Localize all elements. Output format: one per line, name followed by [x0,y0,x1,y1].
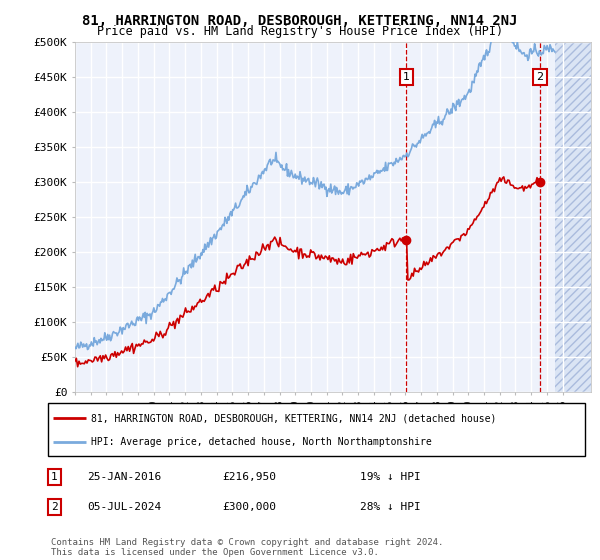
Text: 2: 2 [536,72,543,82]
Text: 05-JUL-2024: 05-JUL-2024 [87,502,161,512]
Text: HPI: Average price, detached house, North Northamptonshire: HPI: Average price, detached house, Nort… [91,436,432,446]
Text: 1: 1 [403,72,410,82]
Bar [555,42,591,392]
Text: 2: 2 [51,502,58,512]
Bar [555,42,591,392]
Text: Price paid vs. HM Land Registry's House Price Index (HPI): Price paid vs. HM Land Registry's House … [97,25,503,38]
Text: £216,950: £216,950 [222,472,276,482]
Text: 81, HARRINGTON ROAD, DESBOROUGH, KETTERING, NN14 2NJ: 81, HARRINGTON ROAD, DESBOROUGH, KETTERI… [82,14,518,28]
Text: Contains HM Land Registry data © Crown copyright and database right 2024.
This d: Contains HM Land Registry data © Crown c… [51,538,443,557]
FancyBboxPatch shape [48,403,585,456]
Text: 1: 1 [51,472,58,482]
Text: 81, HARRINGTON ROAD, DESBOROUGH, KETTERING, NN14 2NJ (detached house): 81, HARRINGTON ROAD, DESBOROUGH, KETTERI… [91,413,496,423]
Text: 28% ↓ HPI: 28% ↓ HPI [360,502,421,512]
Text: 19% ↓ HPI: 19% ↓ HPI [360,472,421,482]
Text: £300,000: £300,000 [222,502,276,512]
Text: 25-JAN-2016: 25-JAN-2016 [87,472,161,482]
